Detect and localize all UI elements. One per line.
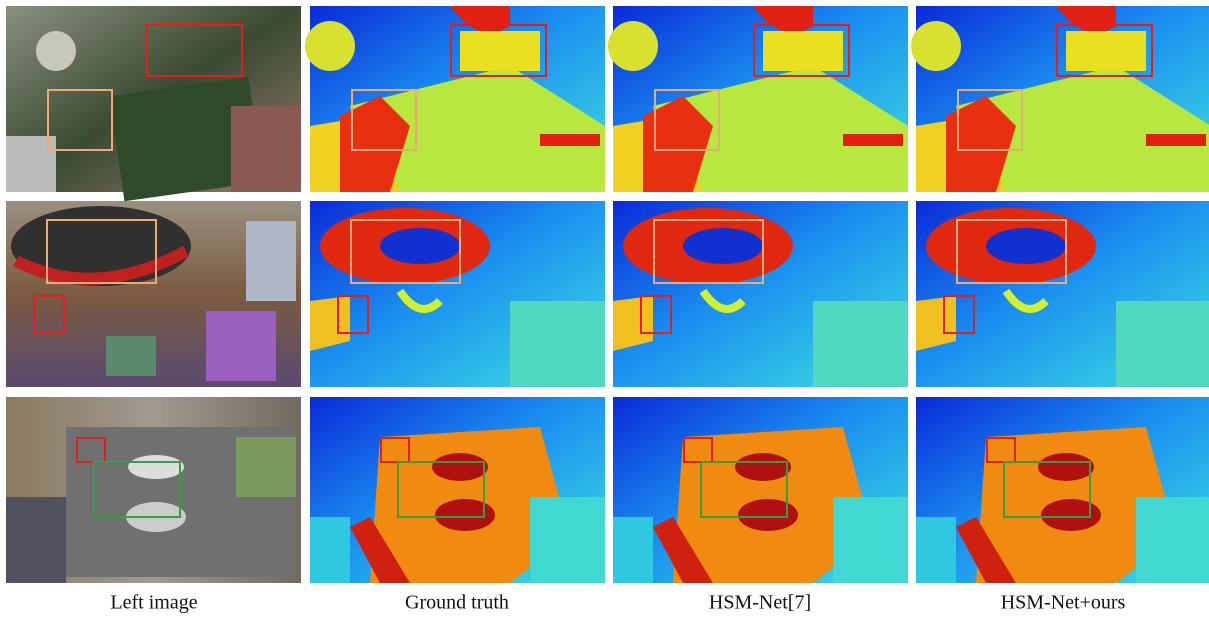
depth-region — [530, 497, 605, 583]
object — [36, 31, 76, 71]
object — [236, 437, 296, 497]
image-panel — [310, 201, 605, 387]
depth-region — [763, 31, 843, 71]
object — [6, 497, 66, 583]
image-panel — [911, 6, 1209, 192]
object — [128, 455, 184, 479]
object — [231, 106, 301, 192]
depth-region — [833, 497, 908, 583]
image-panel — [305, 6, 605, 192]
image-panel — [916, 201, 1209, 387]
depth-region — [380, 228, 460, 264]
depth-region — [1146, 134, 1206, 146]
image-panel — [608, 6, 908, 192]
object — [246, 221, 296, 301]
depth-region — [986, 228, 1066, 264]
depth-region — [432, 453, 488, 481]
image-panel — [6, 397, 301, 583]
depth-region — [510, 301, 605, 387]
depth-region — [608, 21, 658, 71]
depth-region — [911, 21, 961, 71]
image-panel — [6, 6, 301, 201]
depth-region — [1116, 301, 1209, 387]
image-panel — [613, 397, 908, 583]
depth-region — [1136, 497, 1209, 583]
caption: Left image — [110, 592, 197, 614]
depth-region — [738, 499, 798, 531]
depth-region — [1066, 31, 1146, 71]
object — [206, 311, 276, 381]
caption: HSM-Net[7] — [709, 592, 811, 614]
image-panel — [6, 201, 301, 387]
image-panel — [310, 397, 605, 583]
depth-region — [813, 301, 908, 387]
depth-region — [460, 31, 540, 71]
caption: Ground truth — [405, 592, 509, 614]
depth-region — [435, 499, 495, 531]
depth-region — [305, 21, 355, 71]
depth-region — [310, 517, 350, 583]
depth-region — [843, 134, 903, 146]
depth-region — [613, 517, 653, 583]
depth-region — [735, 453, 791, 481]
image-panel — [916, 397, 1209, 583]
depth-region — [1038, 453, 1094, 481]
depth-region — [916, 517, 956, 583]
depth-region — [540, 134, 600, 146]
caption: HSM-Net+ours — [1001, 592, 1126, 614]
depth-region — [1041, 499, 1101, 531]
figure: Left image Ground truth HSM-Net[7] HSM-Net+… — [0, 0, 1209, 618]
image-panel — [613, 201, 908, 387]
depth-region — [683, 228, 763, 264]
object — [106, 336, 156, 376]
